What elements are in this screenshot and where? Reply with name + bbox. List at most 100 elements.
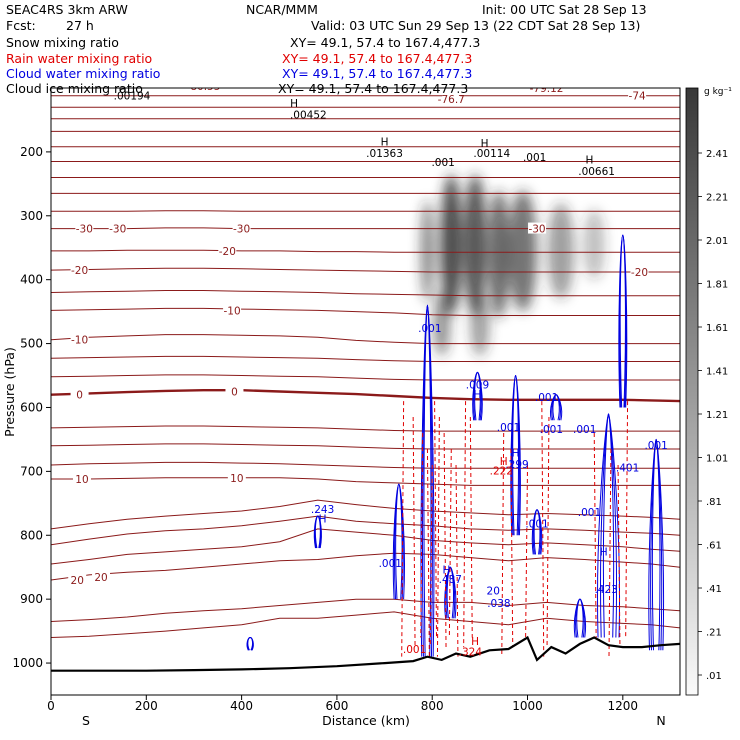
isotherm-label-16: -74	[629, 91, 646, 103]
colorbar-label-1: 2.21	[706, 193, 728, 204]
rain-contour-8	[448, 449, 452, 638]
annotation-34: .001	[431, 157, 454, 169]
isotherm-label-bg-0	[75, 222, 94, 234]
snow-cell-1	[440, 174, 462, 315]
rain-contour-9	[455, 464, 459, 657]
annotation-6: .001	[379, 558, 402, 570]
annotation-42: H	[223, 73, 231, 85]
annotation-0: H	[233, 715, 241, 727]
isotherm-label-bg-13	[68, 573, 87, 585]
cloud-contour-1-2	[314, 515, 321, 549]
annotation-27: 20	[487, 586, 500, 598]
annotation-18: .001	[525, 519, 548, 531]
annotation-9: .009	[466, 379, 489, 391]
isotherm-label-bg-19	[537, 88, 556, 93]
cloud-contour-5-2	[474, 371, 481, 421]
rain-contour-5	[434, 401, 438, 638]
annotation-24: .001	[578, 507, 601, 519]
isotherm-label-bg-1	[108, 222, 127, 234]
snow-cell-5	[547, 203, 575, 299]
isotherm-label-bg-11	[72, 473, 91, 485]
rain-contour-10	[463, 401, 467, 648]
rain-contour-6	[436, 417, 440, 657]
isotherm-label-6: -20	[631, 267, 648, 279]
annotation-5: .243	[311, 504, 334, 516]
annotation-29: .324	[459, 646, 483, 658]
annotation-13: H	[512, 448, 520, 460]
annotation-17: .222	[490, 466, 513, 478]
annotation-7: .001	[418, 323, 441, 335]
cloud-contour-12-2	[651, 438, 661, 651]
y-tick-label-4: 600	[20, 400, 43, 414]
isotherm-label-19: -79.12	[530, 83, 564, 95]
isotherm-label-10: 0	[231, 387, 238, 399]
isotherm-2	[51, 552, 680, 581]
isotherm-label-14: 20	[94, 572, 107, 584]
isotherm-8	[51, 443, 680, 450]
y-tick-label-8: 200	[20, 145, 43, 159]
isotherm-label-2: -30	[233, 224, 250, 236]
colorbar-label-5: 1.41	[706, 367, 728, 378]
isotherm-label-bg-3	[528, 222, 547, 234]
cloud-contour-10-1	[600, 413, 617, 638]
rain-contour-11	[469, 417, 473, 638]
snow-cell-6	[583, 209, 605, 280]
plot-area: -30 -30 -30 -30 -20 -20 -20 -10 -10 0 0 10 10 20 20 -76…	[51, 73, 680, 727]
isotherm-label-9: 0	[76, 390, 83, 402]
isotherm-label-bg-6	[630, 266, 649, 278]
annotation-30: H	[381, 137, 389, 149]
cloud-contour-3-2	[423, 304, 432, 657]
rain-contour-4	[429, 464, 433, 648]
annotation-11: .001	[540, 424, 563, 436]
annotation-25: .001	[644, 440, 667, 452]
isotherm-label-8: -10	[223, 305, 240, 317]
annotation-12: .001	[573, 424, 596, 436]
annotation-16: H	[500, 456, 508, 468]
isotherm-5	[51, 499, 680, 530]
rain-contour-7	[443, 433, 447, 648]
fcst-label: Fcst:	[6, 18, 36, 33]
axes: 0 200 400 600 800 1000 12001000900800700600500…	[12, 145, 638, 713]
plot-frame	[50, 87, 681, 696]
isotherm-label-3: -30	[528, 224, 545, 236]
legend-xy-snow: XY= 49.1, 57.4 to 167.4,477.3	[290, 35, 480, 50]
rain-contour-3	[426, 449, 430, 657]
isotherm-15	[51, 290, 680, 297]
isotherm-label-bg-4	[70, 264, 89, 276]
legend-label-snow: Snow mixing ratio	[6, 35, 119, 50]
colorbar: g kg⁻¹ 2.41 2.21 2.01 1.81 1.61 1.41 1.21 1.01.…	[685, 87, 732, 696]
isotherm-label-5: -20	[219, 246, 236, 258]
isotherm-label-0: -30	[76, 224, 93, 236]
annotation-33: .00114	[473, 148, 510, 160]
y-axis-label: Pressure (hPa)	[2, 347, 17, 437]
temperature-isotherms	[51, 95, 680, 638]
y-tick-label-5: 500	[20, 337, 43, 351]
annotation-15: .001	[497, 422, 520, 434]
rain-contour-14	[525, 464, 529, 638]
rain-contour-2	[420, 433, 424, 638]
cloud-contour-8-2	[552, 394, 560, 421]
isotherm-label-bg-15	[442, 92, 461, 104]
isotherm-10	[51, 389, 680, 403]
colorbar-label-6: 1.21	[706, 410, 728, 421]
annotation-41: .00194	[114, 91, 151, 103]
y-tick-label-7: 300	[20, 209, 43, 223]
annotation-26: .038	[487, 598, 510, 610]
isotherm-label-7: -10	[71, 335, 88, 347]
colorbar-unit: g kg⁻¹	[704, 87, 732, 97]
annotation-19: H	[443, 565, 451, 577]
colorbar-label-9: .61	[706, 541, 722, 552]
isotherm-7	[51, 461, 680, 469]
y-tick-label-6: 400	[20, 273, 43, 287]
isotherm-6	[51, 477, 680, 486]
snow-cell-3	[488, 190, 510, 319]
colorbar-label-7: 1.01	[706, 454, 728, 465]
annotation-32: H	[481, 138, 489, 150]
snow-cell-0	[420, 199, 435, 303]
isotherm-label-bg-10	[225, 385, 244, 397]
annotation-39: .00452	[290, 110, 327, 122]
isotherm-17	[51, 249, 680, 253]
init-time: Init: 00 UTC Sat 28 Sep 13	[482, 2, 647, 17]
isotherm-0	[51, 611, 680, 638]
